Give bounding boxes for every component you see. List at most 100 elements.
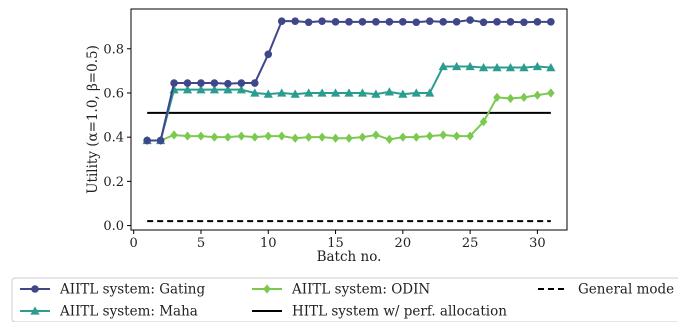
data-point (452, 18, 461, 26)
data-point (224, 132, 232, 142)
data-point (493, 92, 501, 102)
x-tick-label: 10 (260, 236, 277, 251)
data-point (425, 17, 434, 25)
data-point (318, 132, 326, 142)
data-point (182, 85, 193, 94)
legend: AIITL system: Gating AIITL system: Maha AI… (11, 277, 678, 322)
x-tick-label: 30 (529, 236, 546, 251)
y-tick-label: 0.8 (103, 42, 124, 57)
legend-box (11, 277, 678, 322)
data-point (412, 18, 421, 27)
data-point (210, 79, 219, 87)
data-point (236, 85, 246, 94)
data-point (183, 131, 192, 141)
legend-item: HITL system w/ perf. allocation (252, 304, 507, 320)
data-point (439, 18, 447, 26)
data-point (371, 89, 381, 98)
data-point (197, 79, 205, 87)
legend-item: AIITL system: ODIN (252, 282, 430, 298)
x-tick-label: 0 (130, 236, 138, 251)
data-point (317, 88, 327, 97)
data-point (520, 18, 528, 27)
data-point (532, 61, 542, 71)
data-point (291, 133, 299, 143)
series-aiitl-system-maha (142, 61, 556, 145)
data-point (237, 79, 246, 87)
legend-label: HITL system w/ perf. allocation (292, 304, 507, 320)
data-point (331, 18, 340, 26)
data-point (452, 131, 461, 141)
legend-item: AIITL system: Gating (20, 282, 205, 298)
data-point (385, 18, 394, 26)
data-point (439, 130, 447, 140)
series-aiitl-system-gating (143, 16, 555, 145)
data-point (411, 88, 421, 97)
data-point (425, 88, 435, 97)
data-point (345, 133, 353, 143)
data-point (372, 130, 380, 140)
data-point (277, 17, 286, 25)
legend-label: AIITL system: Maha (59, 304, 198, 320)
data-point (478, 62, 489, 72)
data-point (304, 88, 314, 97)
data-point (438, 61, 448, 71)
series-aiitl-system-odin (143, 88, 555, 146)
axes: 0 5 10 15 20 25 30 0.0 0.2 0.4 0.6 0.8 (103, 8, 568, 251)
data-point (210, 132, 219, 142)
series-line (147, 91, 552, 142)
data-point (251, 132, 259, 142)
series-line (147, 19, 551, 142)
data-point (170, 130, 178, 140)
data-point (546, 62, 556, 72)
data-point (224, 79, 232, 88)
x-tick-label: 15 (327, 236, 344, 251)
data-point (506, 93, 515, 104)
y-tick-label: 0.0 (103, 219, 124, 234)
data-point (331, 133, 340, 143)
data-point (399, 18, 407, 26)
data-point (425, 131, 434, 141)
data-point (533, 90, 542, 100)
x-tick-label: 20 (395, 236, 412, 251)
data-point (452, 61, 462, 71)
data-point (399, 132, 407, 142)
plot-frame (130, 8, 568, 231)
x-tick-label: 5 (197, 236, 205, 251)
plot-area (142, 16, 556, 223)
data-point (197, 131, 205, 141)
data-point (465, 61, 475, 71)
data-point (318, 17, 326, 25)
data-point (547, 18, 555, 26)
data-point (398, 89, 408, 98)
x-axis-label: Batch no. (317, 249, 382, 265)
legend-marker (31, 285, 39, 293)
data-point (304, 18, 313, 27)
data-point (237, 131, 246, 141)
data-point (358, 18, 367, 26)
legend-label: AIITL system: Gating (59, 282, 205, 298)
data-point (493, 18, 501, 26)
data-point (479, 117, 488, 127)
data-point (358, 132, 367, 142)
data-point (196, 85, 206, 94)
data-point (170, 79, 178, 87)
data-point (263, 89, 273, 98)
data-point (223, 85, 233, 94)
data-point (357, 88, 368, 97)
data-point (156, 136, 165, 145)
data-point (384, 87, 394, 96)
data-point (277, 88, 287, 97)
y-tick-label: 0.4 (103, 131, 124, 146)
data-point (304, 132, 313, 142)
legend-item: AIITL system: Maha (20, 304, 198, 320)
data-point (372, 18, 380, 26)
y-tick-label: 0.2 (103, 175, 124, 190)
data-point (344, 88, 354, 97)
data-point (547, 88, 555, 98)
data-point (466, 131, 474, 141)
series-line (147, 65, 551, 142)
data-point (492, 62, 502, 72)
data-point (519, 62, 529, 72)
y-axis-label: Utility (α=1.0, β=0.5) (85, 45, 101, 194)
